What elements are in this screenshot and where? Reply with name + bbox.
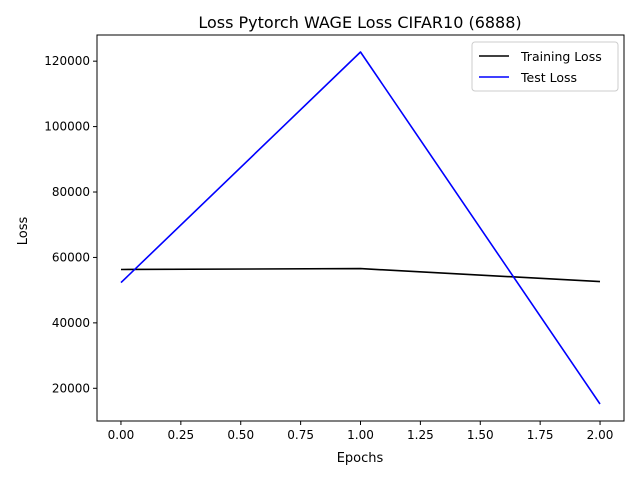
x-tick-label: 1.25 (407, 428, 434, 442)
x-tick-label: 0.00 (108, 428, 135, 442)
x-tick-label: 1.50 (467, 428, 494, 442)
x-tick-label: 1.00 (347, 428, 374, 442)
x-tick-label: 0.50 (227, 428, 254, 442)
y-tick-label: 40000 (52, 316, 90, 330)
lines-layer (120, 51, 601, 405)
y-tick-label: 80000 (52, 185, 90, 199)
series-line-test-loss (120, 51, 601, 405)
x-tick-label: 0.75 (287, 428, 314, 442)
y-axis-label: Loss (16, 217, 31, 246)
x-tick-label: 2.00 (587, 428, 614, 442)
series-line-training-loss (120, 267, 601, 283)
x-tick-label: 0.25 (167, 428, 194, 442)
legend-label-training-loss: Training Loss (520, 49, 602, 64)
legend: Training Loss Test Loss (471, 41, 619, 92)
x-axis-label: Epochs (337, 451, 384, 466)
x-tick-label: 1.75 (527, 428, 554, 442)
legend-box (471, 41, 619, 92)
y-tick-label: 120000 (44, 54, 90, 68)
ticks-layer: 0.00 0.25 0.50 0.75 1.00 1.25 1.50 1.75 2.00 2000… (44, 54, 613, 442)
chart-title: Loss Pytorch WAGE Loss CIFAR10 (6888) (198, 13, 521, 32)
legend-label-test-loss: Test Loss (520, 70, 577, 85)
y-tick-label: 100000 (44, 120, 90, 134)
plot-frame (96, 34, 625, 422)
y-tick-label: 60000 (52, 250, 90, 264)
y-tick-label: 20000 (52, 381, 90, 395)
